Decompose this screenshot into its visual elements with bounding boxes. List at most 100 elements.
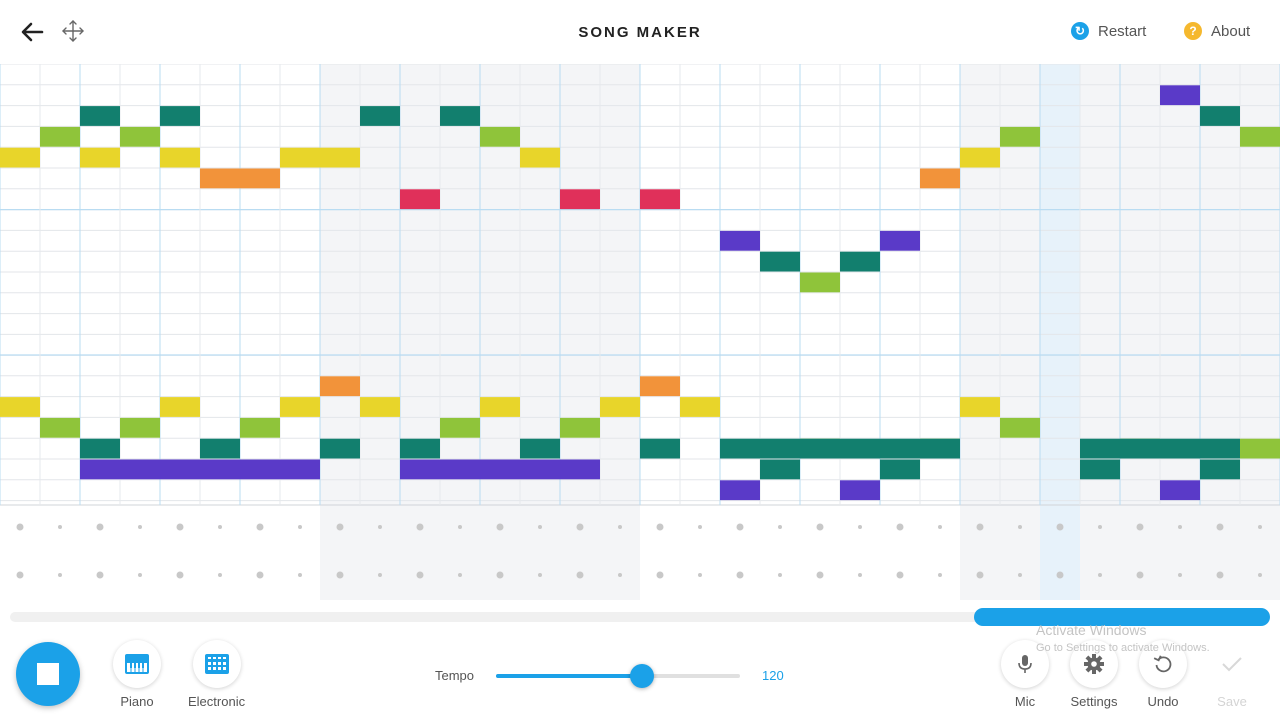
- note-cell[interactable]: [760, 251, 800, 272]
- note-cell[interactable]: [360, 397, 400, 417]
- stop-button[interactable]: [16, 642, 80, 706]
- percussion-dot[interactable]: [496, 523, 504, 531]
- note-cell[interactable]: [680, 397, 720, 417]
- note-cell[interactable]: [960, 397, 1000, 417]
- note-cell[interactable]: [1000, 417, 1040, 438]
- percussion-dot[interactable]: [736, 571, 744, 579]
- percussion-dot[interactable]: [16, 571, 24, 579]
- note-cell[interactable]: [840, 251, 880, 272]
- note-cell[interactable]: [720, 438, 960, 459]
- percussion-dot[interactable]: [1018, 573, 1022, 577]
- note-cell[interactable]: [40, 126, 80, 147]
- percussion-dot[interactable]: [458, 573, 462, 577]
- percussion-dot[interactable]: [858, 573, 862, 577]
- percussion-dot[interactable]: [138, 573, 142, 577]
- note-cell[interactable]: [640, 438, 680, 459]
- percussion-dot[interactable]: [416, 523, 424, 531]
- percussion-dot[interactable]: [416, 571, 424, 579]
- note-cell[interactable]: [480, 126, 520, 147]
- percussion-dot[interactable]: [1098, 525, 1102, 529]
- note-cell[interactable]: [1160, 480, 1200, 501]
- percussion-dot[interactable]: [336, 523, 344, 531]
- note-cell[interactable]: [120, 417, 160, 438]
- note-cell[interactable]: [80, 106, 120, 126]
- percussion-dot[interactable]: [1056, 571, 1064, 579]
- percussion-dot[interactable]: [938, 573, 942, 577]
- percussion-dot[interactable]: [618, 573, 622, 577]
- note-grid[interactable]: [0, 64, 1280, 600]
- percussion-dot[interactable]: [1216, 523, 1224, 531]
- percussion-dot[interactable]: [618, 525, 622, 529]
- note-cell[interactable]: [640, 189, 680, 210]
- percussion-dot[interactable]: [698, 525, 702, 529]
- note-cell[interactable]: [400, 459, 600, 480]
- note-cell[interactable]: [0, 397, 40, 417]
- note-cell[interactable]: [720, 230, 760, 251]
- note-cell[interactable]: [80, 438, 120, 459]
- note-cell[interactable]: [360, 106, 400, 126]
- percussion-dot[interactable]: [896, 523, 904, 531]
- percussion-dot[interactable]: [778, 573, 782, 577]
- percussion-dot[interactable]: [96, 523, 104, 531]
- note-cell[interactable]: [400, 438, 440, 459]
- note-cell[interactable]: [160, 397, 200, 417]
- percussion-dot[interactable]: [1258, 525, 1262, 529]
- percussion-dot[interactable]: [976, 523, 984, 531]
- note-cell[interactable]: [1240, 126, 1280, 147]
- note-cell[interactable]: [160, 147, 200, 168]
- note-cell[interactable]: [560, 189, 600, 210]
- percussion-dot[interactable]: [576, 571, 584, 579]
- percussion-dot[interactable]: [378, 573, 382, 577]
- percussion-dot[interactable]: [1136, 523, 1144, 531]
- move-arrows-icon[interactable]: [60, 18, 86, 44]
- note-cell[interactable]: [880, 230, 920, 251]
- percussion-dot[interactable]: [176, 523, 184, 531]
- percussion-dot[interactable]: [1178, 573, 1182, 577]
- note-cell[interactable]: [600, 397, 640, 417]
- percussion-dot[interactable]: [378, 525, 382, 529]
- note-cell[interactable]: [120, 126, 160, 147]
- note-cell[interactable]: [520, 438, 560, 459]
- percussion-dot[interactable]: [336, 571, 344, 579]
- note-cell[interactable]: [720, 480, 760, 501]
- note-cell[interactable]: [40, 417, 80, 438]
- percussion-dot[interactable]: [458, 525, 462, 529]
- tempo-knob[interactable]: [630, 664, 655, 688]
- percussion-dot[interactable]: [538, 573, 542, 577]
- mic-button[interactable]: Mic: [1001, 640, 1049, 709]
- percussion-dot[interactable]: [656, 571, 664, 579]
- note-cell[interactable]: [440, 417, 480, 438]
- note-cell[interactable]: [160, 106, 200, 126]
- note-cell[interactable]: [80, 147, 120, 168]
- percussion-dot[interactable]: [778, 525, 782, 529]
- back-arrow-icon[interactable]: [18, 18, 46, 46]
- percussion-dot[interactable]: [1098, 573, 1102, 577]
- note-cell[interactable]: [840, 480, 880, 501]
- note-cell[interactable]: [320, 376, 360, 397]
- note-cell[interactable]: [240, 417, 280, 438]
- note-cell[interactable]: [760, 459, 800, 480]
- percussion-dot[interactable]: [138, 525, 142, 529]
- percussion-dot[interactable]: [58, 525, 62, 529]
- percussion-dot[interactable]: [218, 573, 222, 577]
- percussion-dot[interactable]: [1136, 571, 1144, 579]
- note-cell[interactable]: [0, 147, 40, 168]
- percussion-dot[interactable]: [1018, 525, 1022, 529]
- percussion-dot[interactable]: [976, 571, 984, 579]
- note-cell[interactable]: [1080, 459, 1120, 480]
- percussion-dot[interactable]: [256, 571, 264, 579]
- note-cell[interactable]: [1080, 438, 1240, 459]
- percussion-dot[interactable]: [58, 573, 62, 577]
- undo-button[interactable]: Undo: [1139, 640, 1187, 709]
- note-cell[interactable]: [280, 397, 320, 417]
- note-cell[interactable]: [280, 147, 320, 168]
- percussion-dot[interactable]: [816, 571, 824, 579]
- percussion-dot[interactable]: [256, 523, 264, 531]
- percussion-dot[interactable]: [858, 525, 862, 529]
- note-cell[interactable]: [800, 272, 840, 293]
- about-button[interactable]: ? About: [1184, 22, 1250, 40]
- note-cell[interactable]: [200, 168, 240, 189]
- note-cell[interactable]: [1240, 438, 1280, 459]
- percussion-dot[interactable]: [96, 571, 104, 579]
- percussion-dot[interactable]: [1216, 571, 1224, 579]
